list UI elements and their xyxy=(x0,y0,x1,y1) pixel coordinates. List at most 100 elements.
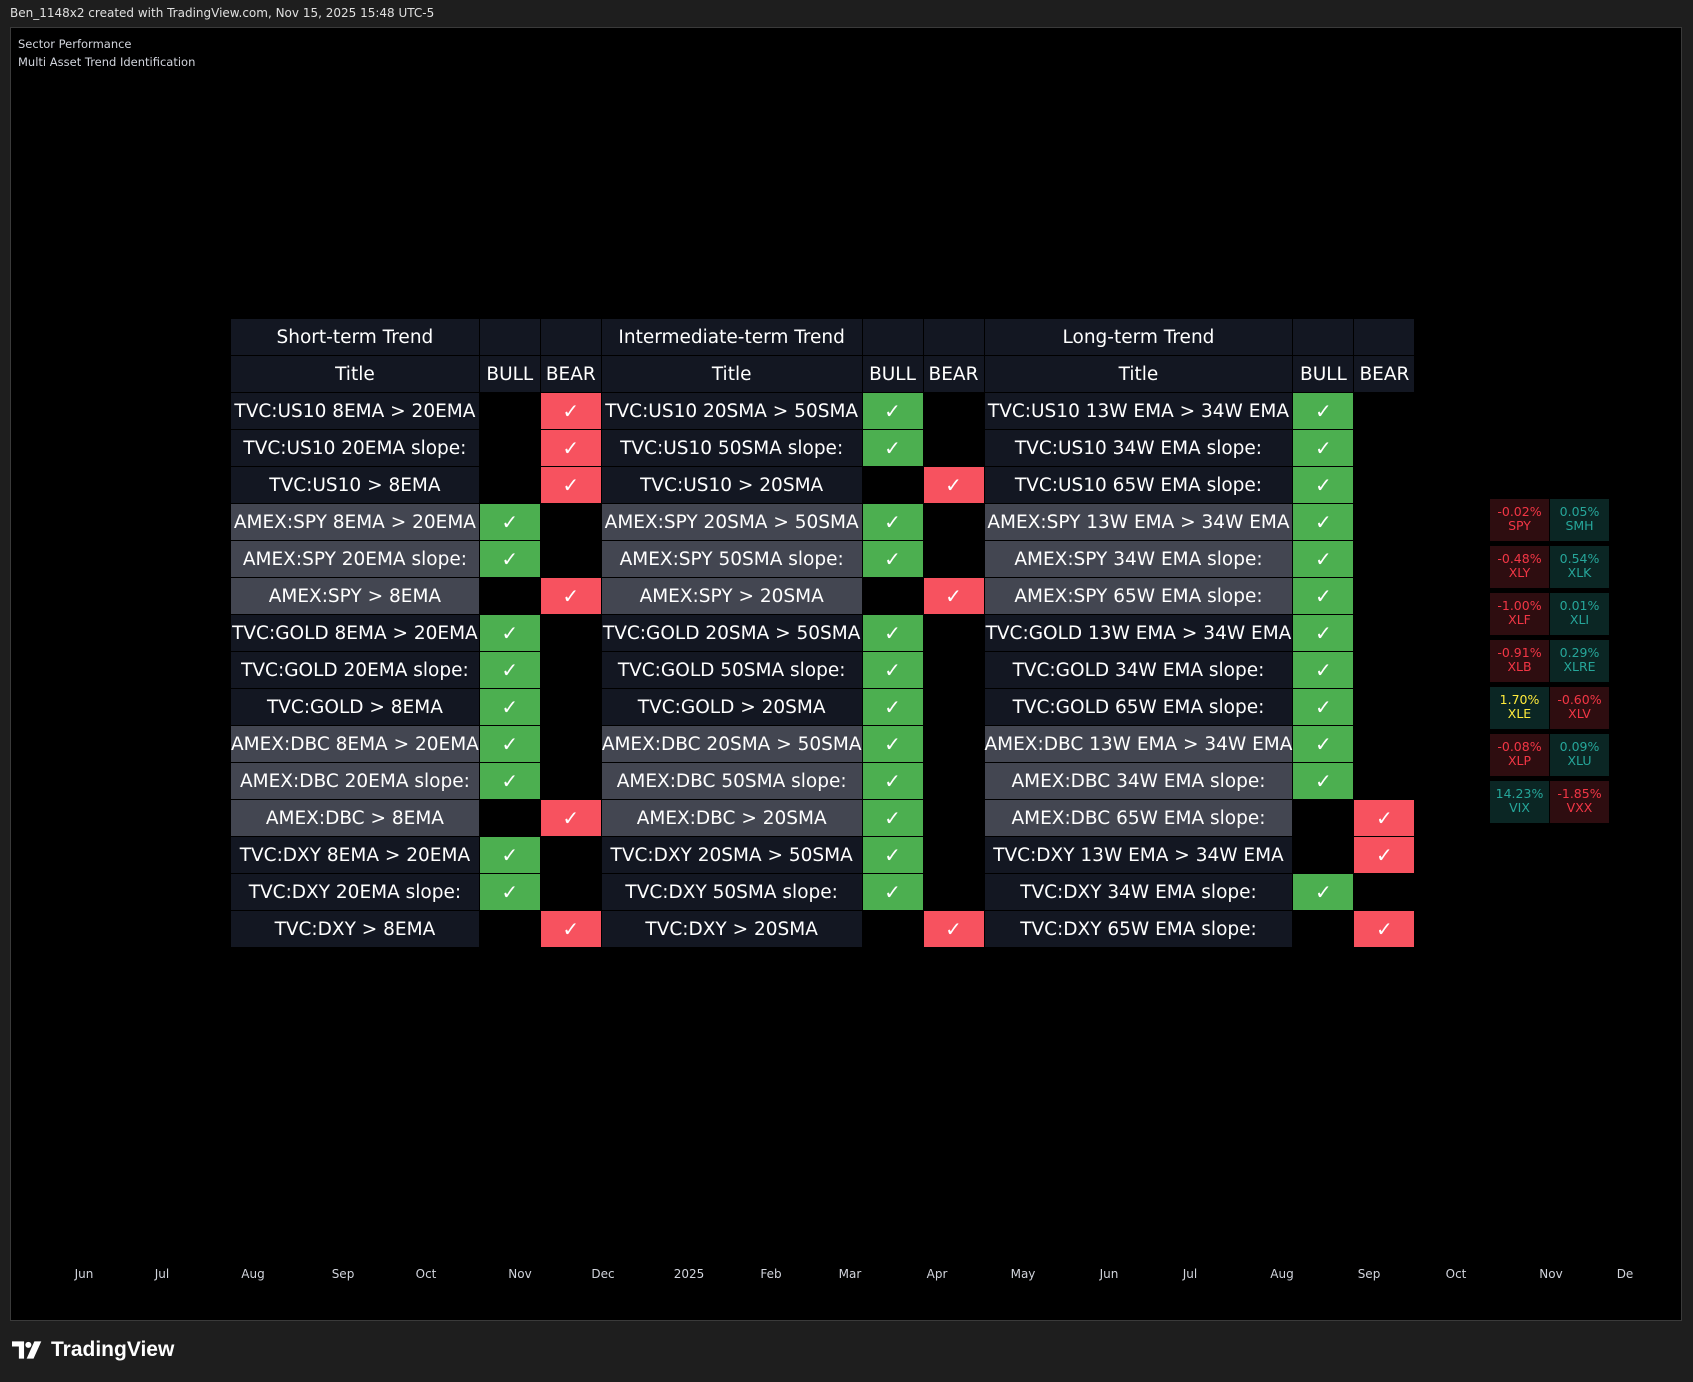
bear-signal-cell xyxy=(1353,762,1416,800)
sector-change-pct: 0.09% xyxy=(1559,739,1600,754)
trend-row: TVC:GOLD > 8EMA ✓ TVC:GOLD > 20SMA ✓ TVC:GOL… xyxy=(231,688,1416,726)
trend-condition-label: AMEX:DBC > 20SMA xyxy=(601,799,863,837)
snapshot-caption: Ben_1148x2 created with TradingView.com,… xyxy=(10,6,435,20)
checkmark-icon: ✓ xyxy=(884,436,901,460)
bull-signal-cell xyxy=(1292,799,1355,837)
trend-row: TVC:GOLD 8EMA > 20EMA ✓ TVC:GOLD 20SMA > 5… xyxy=(231,614,1416,652)
sector-change-pct: 14.23% xyxy=(1495,786,1544,801)
bear-signal-cell xyxy=(1353,725,1416,763)
trend-condition-label: AMEX:SPY > 8EMA xyxy=(231,577,480,615)
time-axis[interactable]: Jun Jul Aug Sep Oct Nov Dec 2025 Feb Mar Apr May Jun… xyxy=(0,1267,1693,1287)
time-axis-label: Nov xyxy=(1539,1267,1563,1281)
bull-signal-cell: ✓ xyxy=(479,688,541,726)
sector-symbol: XLV xyxy=(1568,706,1591,721)
bear-signal-cell xyxy=(1353,614,1416,652)
bull-signal-cell: ✓ xyxy=(862,540,924,578)
trend-condition-label: AMEX:DBC 65W EMA slope: xyxy=(984,799,1294,837)
tradingview-footer: TradingView xyxy=(12,1338,174,1362)
bull-signal-cell: ✓ xyxy=(479,651,541,689)
legend-multi-asset-trend[interactable]: Multi Asset Trend Identification xyxy=(18,55,196,69)
column-header-bull: BULL xyxy=(1292,355,1355,393)
bull-signal-cell: ✓ xyxy=(862,614,924,652)
checkmark-icon: ✓ xyxy=(501,621,519,645)
bull-signal-cell: ✓ xyxy=(862,688,924,726)
checkmark-icon: ✓ xyxy=(1315,621,1332,645)
bull-signal-cell: ✓ xyxy=(862,762,924,800)
bear-signal-cell xyxy=(540,873,602,911)
checkmark-icon: ✓ xyxy=(884,399,901,423)
bull-signal-cell: ✓ xyxy=(1292,688,1355,726)
checkmark-icon: ✓ xyxy=(884,510,901,534)
trend-condition-label: TVC:GOLD 8EMA > 20EMA xyxy=(231,614,480,652)
trend-row: AMEX:SPY > 8EMA ✓ AMEX:SPY > 20SMA ✓ AMEX:SP… xyxy=(231,577,1416,615)
long-term-header-spacer xyxy=(1353,319,1416,356)
trend-condition-label: TVC:GOLD 65W EMA slope: xyxy=(984,688,1294,726)
trend-condition-label: AMEX:SPY 20SMA > 50SMA xyxy=(601,503,863,541)
time-axis-label: Aug xyxy=(241,1267,265,1281)
bull-signal-cell: ✓ xyxy=(862,651,924,689)
bear-signal-cell: ✓ xyxy=(923,466,985,504)
column-header-title: Title xyxy=(231,355,480,393)
sector-cell-xlu: 0.09% XLU xyxy=(1550,734,1609,776)
trend-condition-label: TVC:GOLD > 20SMA xyxy=(601,688,863,726)
tradingview-logo-icon xyxy=(12,1341,42,1359)
trend-condition-label: TVC:US10 65W EMA slope: xyxy=(984,466,1294,504)
bull-signal-cell xyxy=(479,392,541,430)
bull-signal-cell xyxy=(479,466,541,504)
sector-cell-xlre: 0.29% XLRE xyxy=(1550,640,1609,682)
trend-table-body: TVC:US10 8EMA > 20EMA ✓ TVC:US10 20SMA > 5… xyxy=(231,392,1416,948)
bull-signal-cell xyxy=(479,799,541,837)
bear-signal-cell: ✓ xyxy=(540,392,602,430)
checkmark-icon: ✓ xyxy=(884,732,901,756)
bull-signal-cell xyxy=(862,910,924,948)
checkmark-icon: ✓ xyxy=(562,806,580,830)
bear-signal-cell xyxy=(923,836,985,874)
bear-signal-cell xyxy=(1353,503,1416,541)
checkmark-icon: ✓ xyxy=(945,584,962,608)
bull-signal-cell xyxy=(479,577,541,615)
intermediate-term-header-spacer xyxy=(862,319,924,356)
bear-signal-cell xyxy=(923,614,985,652)
bull-signal-cell xyxy=(862,577,924,615)
trend-row: TVC:US10 20EMA slope: ✓ TVC:US10 50SMA slo… xyxy=(231,429,1416,467)
bear-signal-cell xyxy=(923,799,985,837)
bear-signal-cell: ✓ xyxy=(923,577,985,615)
trend-condition-label: TVC:DXY 20SMA > 50SMA xyxy=(601,836,863,874)
checkmark-icon: ✓ xyxy=(501,695,519,719)
bull-signal-cell: ✓ xyxy=(1292,429,1355,467)
bear-signal-cell: ✓ xyxy=(540,910,602,948)
trend-row: TVC:DXY > 8EMA ✓ TVC:DXY > 20SMA ✓ TVC:DXY 6… xyxy=(231,910,1416,948)
time-axis-label: Jul xyxy=(154,1267,170,1281)
bull-signal-cell: ✓ xyxy=(479,503,541,541)
checkmark-icon: ✓ xyxy=(1315,584,1332,608)
sector-cell-xli: 0.01% XLI xyxy=(1550,593,1609,635)
trend-condition-label: AMEX:DBC > 8EMA xyxy=(231,799,480,837)
tradingview-wordmark: TradingView xyxy=(51,1338,175,1361)
sector-change-pct: -1.85% xyxy=(1557,786,1602,801)
checkmark-icon: ✓ xyxy=(884,880,901,904)
bear-signal-cell xyxy=(923,725,985,763)
sector-change-pct: -0.48% xyxy=(1497,551,1542,566)
bear-signal-cell xyxy=(923,503,985,541)
bear-signal-cell xyxy=(923,762,985,800)
trend-condition-label: AMEX:SPY 8EMA > 20EMA xyxy=(231,503,480,541)
trend-row: AMEX:SPY 8EMA > 20EMA ✓ AMEX:SPY 20SMA > 5… xyxy=(231,503,1416,541)
trend-table: Short-term Trend Intermediate-term Trend… xyxy=(231,319,1416,948)
bear-signal-cell xyxy=(1353,466,1416,504)
sector-symbol: XLB xyxy=(1507,659,1532,674)
sector-cell-xlb: -0.91% XLB xyxy=(1490,640,1549,682)
checkmark-icon: ✓ xyxy=(501,843,519,867)
time-axis-label: Mar xyxy=(838,1267,862,1281)
bear-signal-cell xyxy=(1353,688,1416,726)
trend-condition-label: AMEX:DBC 8EMA > 20EMA xyxy=(231,725,480,763)
bull-signal-cell xyxy=(862,466,924,504)
bear-signal-cell xyxy=(1353,540,1416,578)
time-axis-label: Oct xyxy=(415,1267,437,1281)
time-axis-label: Sep xyxy=(331,1267,355,1281)
sector-cell-xlp: -0.08% XLP xyxy=(1490,734,1549,776)
bear-signal-cell xyxy=(923,651,985,689)
trend-condition-label: TVC:US10 50SMA slope: xyxy=(601,429,863,467)
trend-condition-label: AMEX:SPY > 20SMA xyxy=(601,577,863,615)
checkmark-icon: ✓ xyxy=(1376,843,1393,867)
legend-sector-performance[interactable]: Sector Performance xyxy=(18,37,132,51)
